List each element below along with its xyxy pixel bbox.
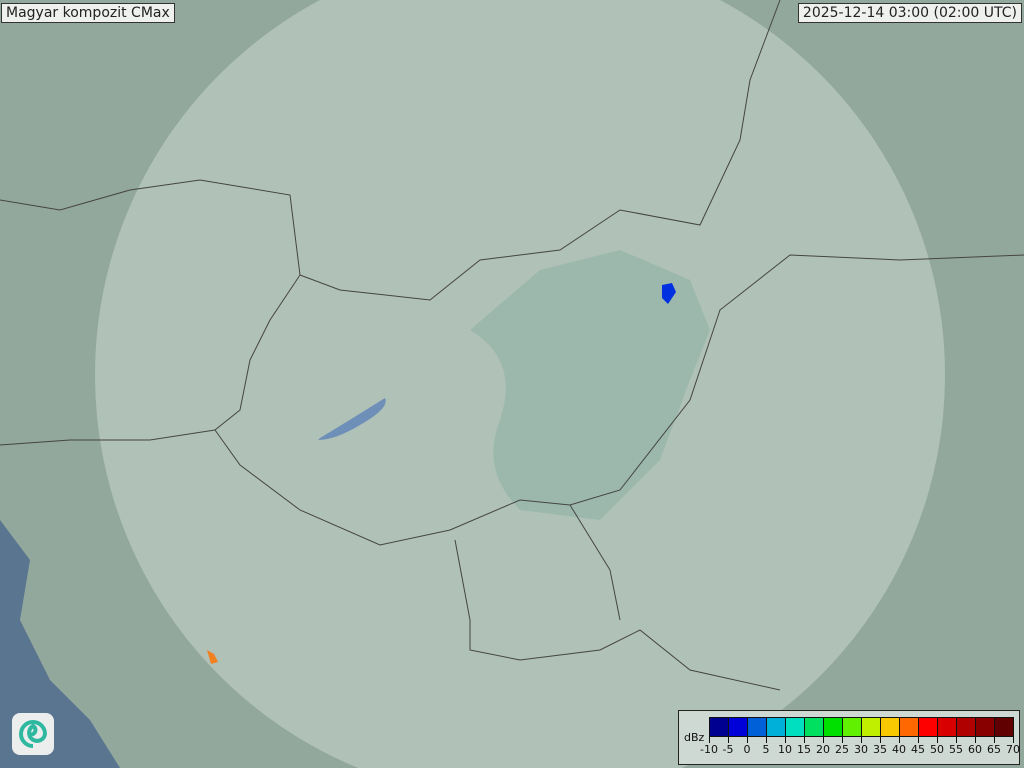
- dbz-legend: dBz -10 -5 0 5 10 15 20 25 30 35 40 45 50 55 60 65 70: [678, 710, 1020, 765]
- legend-label: 45: [911, 743, 925, 756]
- swirl-logo-icon: [12, 713, 54, 755]
- legend-label: 40: [892, 743, 906, 756]
- legend-label: 25: [835, 743, 849, 756]
- legend-label: 15: [797, 743, 811, 756]
- legend-color-cell: [862, 718, 881, 736]
- map-title: Magyar kompozit CMax: [1, 3, 175, 23]
- legend-label: 30: [854, 743, 868, 756]
- legend-color-cell: [748, 718, 767, 736]
- legend-color-cell: [786, 718, 805, 736]
- legend-label: -10: [700, 743, 718, 756]
- legend-label: 60: [968, 743, 982, 756]
- legend-color-cell: [976, 718, 995, 736]
- legend-color-cell: [805, 718, 824, 736]
- legend-label: 50: [930, 743, 944, 756]
- legend-color-cell: [900, 718, 919, 736]
- legend-label: 65: [987, 743, 1001, 756]
- legend-color-cell: [767, 718, 786, 736]
- legend-color-cell: [729, 718, 748, 736]
- border-line: [0, 0, 781, 301]
- great-plain: [470, 250, 710, 520]
- legend-color-cell: [881, 718, 900, 736]
- legend-color-cell: [824, 718, 843, 736]
- legend-color-cell: [710, 718, 729, 736]
- legend-label: -5: [722, 743, 734, 756]
- legend-color-scale: [709, 717, 1014, 737]
- border-line: [214, 254, 1024, 546]
- adriatic-sea: [0, 520, 120, 768]
- legend-label: 0: [743, 743, 751, 756]
- radar-echo: [207, 650, 218, 664]
- legend-label: 35: [873, 743, 887, 756]
- lake-balaton: [318, 398, 386, 440]
- legend-label: 70: [1006, 743, 1020, 756]
- legend-color-cell: [957, 718, 976, 736]
- legend-label: 20: [816, 743, 830, 756]
- legend-color-cell: [843, 718, 862, 736]
- legend-color-cell: [938, 718, 957, 736]
- legend-label: 55: [949, 743, 963, 756]
- radar-echo: [662, 283, 676, 304]
- legend-color-cell: [995, 718, 1013, 736]
- legend-label: 10: [778, 743, 792, 756]
- timestamp: 2025-12-14 03:00 (02:00 UTC): [797, 3, 1022, 23]
- legend-ticks: [709, 737, 1014, 743]
- legend-color-cell: [919, 718, 938, 736]
- legend-label: 5: [762, 743, 770, 756]
- legend-unit: dBz: [684, 731, 705, 744]
